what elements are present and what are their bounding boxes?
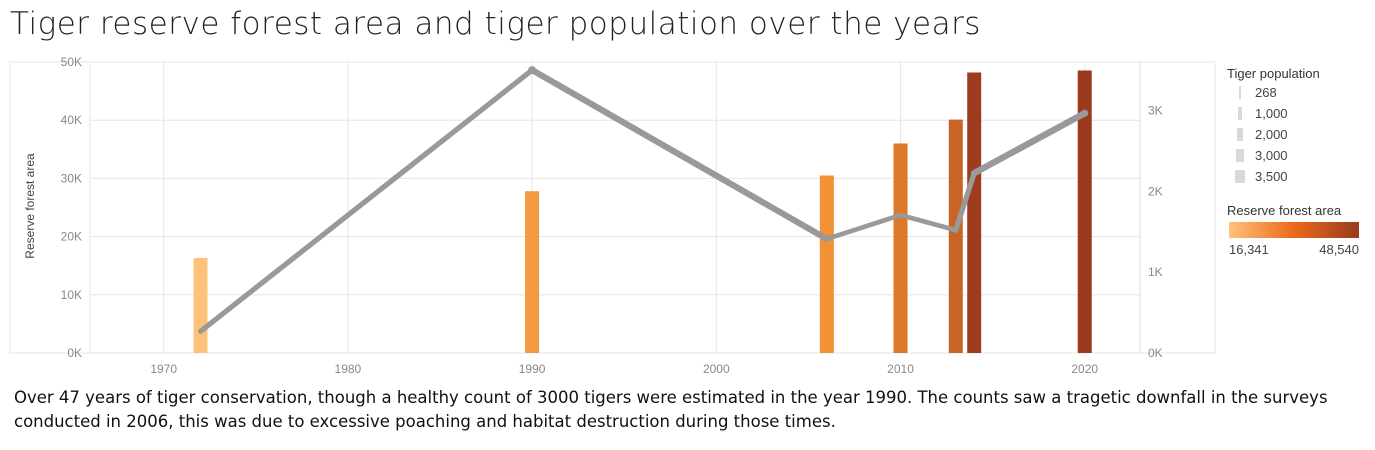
line-segment	[197, 67, 535, 334]
line-point-2013	[953, 227, 959, 233]
y2-tick-label: 2K	[1148, 184, 1163, 198]
color-legend-gradient	[1229, 222, 1359, 238]
color-legend-title: Reserve forest area	[1227, 203, 1342, 218]
size-legend-label: 2,000	[1255, 127, 1288, 142]
size-legend-label: 1,000	[1255, 106, 1288, 121]
bar-1972	[193, 257, 208, 353]
x-tick-label: 2000	[703, 362, 730, 376]
chart-title: Tiger reserve forest area and tiger popu…	[10, 6, 981, 42]
legend: Tiger population 268 1,000 2,000 3,000 3,500…	[1227, 66, 1359, 257]
line-segment	[824, 212, 903, 242]
line-point-2020	[1081, 109, 1089, 117]
line-point-2006	[824, 236, 830, 242]
bar-2020	[1077, 70, 1092, 354]
y2-tick-label: 0K	[1148, 346, 1163, 360]
size-legend-swatch	[1239, 86, 1241, 99]
line-segment	[898, 212, 959, 233]
y2-tick-label: 1K	[1148, 265, 1163, 279]
gridlines	[9, 61, 1216, 354]
line-point-2014	[971, 170, 978, 176]
line-segment	[953, 170, 977, 233]
x-tick-label: 1980	[335, 362, 362, 376]
size-legend-label: 3,000	[1255, 148, 1288, 163]
color-legend-max: 48,540	[1319, 242, 1359, 257]
bar-2006	[819, 175, 834, 353]
y-tick-label: 20K	[61, 230, 82, 244]
line-segment	[529, 66, 830, 243]
x-tick-label: 2020	[1071, 362, 1098, 376]
color-legend-min: 16,341	[1229, 242, 1269, 257]
bar-1990	[525, 191, 540, 353]
x-tick-label: 2010	[887, 362, 914, 376]
y-axis-label: Reserve forest area	[23, 153, 37, 259]
caption-text: Over 47 years of tiger conservation, tho…	[14, 388, 1328, 431]
size-legend-swatch	[1235, 170, 1245, 183]
size-legend-swatch	[1236, 149, 1244, 162]
line-point-2010	[898, 212, 903, 218]
size-legend-label: 3,500	[1255, 169, 1288, 184]
chart-area: 0K 10K 20K 30K 40K 50K 1970 1980 1990 2000 2010 202…	[9, 55, 1359, 376]
size-legend-title: Tiger population	[1227, 66, 1320, 81]
line-segment	[970, 109, 1088, 177]
size-legend-swatch	[1237, 128, 1243, 141]
bar-2013	[948, 119, 963, 353]
size-legend-label: 268	[1255, 85, 1277, 100]
y-tick-label: 40K	[61, 113, 82, 127]
y2-tick-label: 3K	[1148, 104, 1163, 118]
bar-2014	[967, 72, 982, 353]
y-tick-label: 50K	[61, 55, 82, 69]
line-point-1972	[199, 330, 202, 333]
bar-2010	[893, 143, 908, 353]
y-tick-label: 30K	[61, 171, 82, 185]
line-point-1990	[528, 66, 537, 75]
plot-frame	[9, 61, 1216, 354]
y-tick-label: 10K	[61, 288, 82, 302]
size-legend-swatch	[1238, 107, 1242, 120]
bars	[193, 70, 1092, 354]
y-tick-label: 0K	[67, 346, 82, 360]
axes: 0K 10K 20K 30K 40K 50K 1970 1980 1990 2000 2010 202…	[61, 55, 1163, 376]
x-tick-label: 1990	[519, 362, 546, 376]
x-tick-label: 1970	[150, 362, 177, 376]
population-line	[197, 66, 1089, 334]
